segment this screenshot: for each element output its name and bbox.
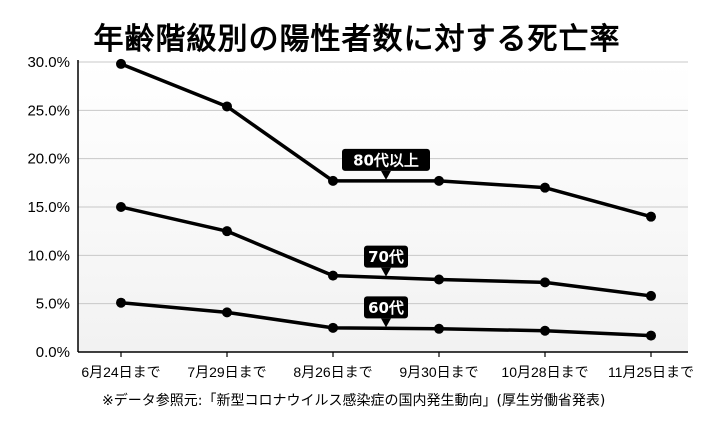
y-tick-label: 10.0%: [27, 247, 70, 264]
data-point: [646, 290, 656, 301]
chart-title: 年齢階級別の陽性者数に対する死亡率: [93, 22, 621, 57]
data-point: [116, 58, 126, 69]
data-point: [222, 226, 232, 237]
x-tick-label: 11月25日まで: [608, 364, 694, 380]
data-point: [540, 277, 550, 288]
x-tick-label: 8月26日まで: [293, 364, 372, 380]
series-tag: [364, 296, 408, 319]
x-tick-label: 10月28日まで: [501, 364, 588, 380]
series-line: [120, 62, 652, 219]
data-point: [434, 274, 444, 285]
series-lines: [116, 58, 656, 341]
y-tick-label: 20.0%: [27, 151, 70, 168]
x-tick-label: 9月30日まで: [399, 364, 478, 380]
series-tag-pointer: [381, 170, 391, 180]
series-tag-label: 70代: [368, 248, 404, 266]
y-tick-label: 30.0%: [27, 54, 70, 71]
y-axis: 0.0% 5.0% 10.0% 15.0% 20.0% 25.0% 30.0%: [27, 54, 79, 361]
data-point: [328, 175, 338, 186]
data-point: [434, 175, 444, 186]
data-point: [222, 101, 232, 112]
series-labels: 80代以上 70代 60代: [342, 148, 430, 328]
y-tick-label: 25.0%: [27, 102, 70, 119]
x-axis: 6月24日まで 7月29日まで 8月26日まで 9月30日まで 10月28日まで 11月2…: [78, 351, 694, 380]
y-tick-label: 5.0%: [36, 296, 70, 313]
y-tick-label: 0.0%: [36, 344, 70, 361]
series-tag-pointer: [381, 318, 391, 328]
y-tick-label: 15.0%: [27, 199, 70, 216]
data-point: [646, 211, 656, 222]
data-point: [434, 323, 444, 334]
series-tag: [342, 148, 430, 171]
series-tag: [364, 245, 408, 268]
data-point: [116, 297, 126, 308]
data-point: [328, 270, 338, 281]
series-tag-pointer: [381, 267, 391, 277]
data-point: [540, 325, 550, 336]
x-tick-label: 6月24日まで: [81, 364, 160, 380]
x-tick-label: 7月29日まで: [187, 364, 266, 380]
series-line: [120, 300, 652, 338]
series-tag-label: 60代: [368, 299, 404, 317]
source-note: ※データ参照元:「新型コロナウイルス感染症の国内発生動向」(厚生労働省発表): [102, 393, 606, 409]
data-point: [328, 322, 338, 333]
series-tag-label: 80代以上: [353, 151, 419, 169]
data-point: [646, 330, 656, 341]
data-point: [540, 182, 550, 193]
data-point: [222, 307, 232, 318]
data-point: [116, 202, 126, 212]
series-line: [120, 205, 652, 298]
